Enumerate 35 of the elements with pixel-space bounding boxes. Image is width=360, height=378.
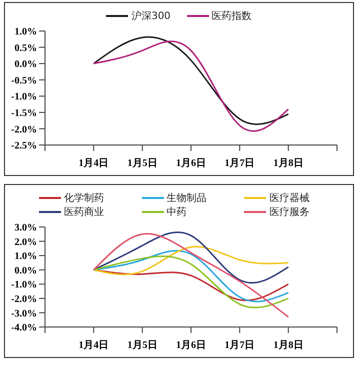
legend-label: 沪深300 (131, 10, 171, 23)
line-series (92, 233, 290, 318)
legend-label: 化学制药 (64, 192, 104, 205)
y-tick-label: -2.0% (11, 124, 37, 136)
y-tick-label: -1.0% (11, 92, 37, 103)
y-tick-label: -1.5% (11, 108, 37, 119)
legend-label: 中药 (166, 206, 187, 219)
legend-label: 医疗器械 (269, 192, 310, 205)
legend-label: 生物制品 (166, 192, 207, 205)
y-tick-label: -1.0% (11, 280, 37, 291)
x-tick-label: 1月8日 (273, 158, 304, 170)
y-tick-label: 1.0% (14, 26, 37, 38)
x-tick-label: 1月7日 (224, 158, 255, 170)
x-tick-label: 1月6日 (176, 340, 206, 352)
legend-label: 医药商业 (64, 206, 104, 219)
y-tick-label: 0.5% (14, 42, 37, 54)
y-tick-label: 3.0% (14, 222, 37, 234)
x-tick-label: 1月5日 (127, 340, 158, 352)
y-tick-label: -2.5% (11, 140, 37, 152)
y-tick-label: -0.5% (11, 75, 37, 86)
y-tick-label: 0.0% (14, 265, 37, 276)
legend-label: 医疗服务 (269, 206, 310, 219)
x-tick-label: 1月4日 (78, 158, 109, 170)
legend-label: 医药指数 (212, 10, 252, 23)
y-tick-label: -4.0% (11, 322, 37, 334)
y-tick-label: -3.0% (11, 308, 37, 320)
x-tick-label: 1月5日 (127, 158, 158, 170)
x-tick-label: 1月4日 (78, 340, 109, 352)
x-tick-label: 1月7日 (224, 340, 255, 352)
y-tick-label: 0.0% (14, 59, 37, 70)
x-tick-label: 1月6日 (176, 158, 206, 170)
y-tick-label: -2.0% (11, 294, 37, 305)
y-tick-label: 1.0% (14, 251, 37, 262)
x-tick-label: 1月8日 (273, 340, 304, 352)
y-tick-label: 2.0% (14, 236, 37, 248)
